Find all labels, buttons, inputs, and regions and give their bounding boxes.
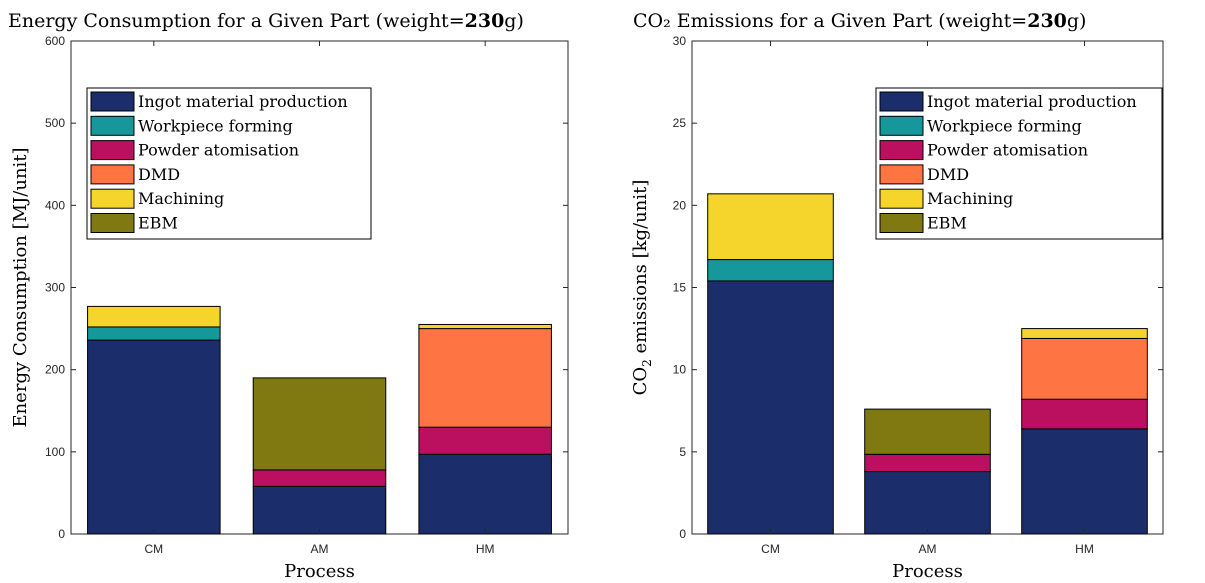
x-tick-label: HM <box>1075 542 1094 556</box>
legend-swatch <box>90 164 135 185</box>
legend-label: Machining <box>138 189 224 208</box>
bar-segment <box>252 469 387 487</box>
legend-swatch <box>879 188 924 209</box>
bar-segment <box>252 485 387 535</box>
bar-segment <box>87 326 221 341</box>
legend-label: Ingot material production <box>927 92 1137 111</box>
y-tick-label: 300 <box>45 281 65 295</box>
chart-title-suffix: g) <box>504 10 524 32</box>
legend-label: Powder atomisation <box>138 141 299 160</box>
legend-label: Powder atomisation <box>927 141 1088 160</box>
legend-label: Machining <box>927 189 1013 208</box>
chart-title-weight: 230 <box>465 10 505 32</box>
y-tick-label: 100 <box>45 445 65 459</box>
y-tick-label: 20 <box>673 198 687 212</box>
y-axis-label-subscript: 2 <box>640 359 654 367</box>
legend-swatch <box>879 213 924 233</box>
y-tick-label: 5 <box>679 445 686 459</box>
x-tick-label: CM <box>144 542 163 556</box>
y-axis-label: Energy Consumption [MJ/unit] <box>10 147 31 427</box>
y-axis-label-rest: emissions [kg/unit] <box>630 180 651 360</box>
x-axis-label: Process <box>284 561 355 582</box>
chart-panel-2: CO₂ Emissions for a Given Part (weight=2… <box>630 10 1164 582</box>
legend-swatch <box>879 91 924 112</box>
bar-segment <box>418 453 552 535</box>
y-tick-label: 400 <box>45 198 65 212</box>
legend-label: EBM <box>927 214 967 233</box>
bar-segment <box>1021 328 1148 339</box>
y-tick-label: 0 <box>679 527 686 541</box>
bar-segment <box>87 305 221 328</box>
bar-segment <box>707 259 834 282</box>
legend-swatch <box>90 188 135 209</box>
chart-title-prefix: CO₂ Emissions for a Given Part (weight= <box>633 10 1027 32</box>
bar-segment <box>252 377 387 471</box>
bar-segment <box>418 426 552 455</box>
bar-segment <box>864 408 991 455</box>
y-tick-label: 600 <box>45 34 65 48</box>
legend-label: Workpiece forming <box>138 116 293 135</box>
legend: Ingot material production Workpiece formi… <box>875 87 1163 240</box>
legend-swatch <box>90 213 135 233</box>
y-axis-label-main: CO <box>630 367 651 396</box>
x-tick-label: AM <box>919 542 937 556</box>
bar-segment <box>1021 428 1148 535</box>
x-tick-label: HM <box>476 542 495 556</box>
bar-segment <box>707 193 834 261</box>
bar-segment <box>418 328 552 428</box>
bar-segment <box>1021 398 1148 430</box>
legend-label: Workpiece forming <box>927 116 1082 135</box>
y-tick-label: 0 <box>58 527 65 541</box>
legend-swatch <box>879 140 924 161</box>
chart-title: Energy Consumption for a Given Part (wei… <box>8 10 524 32</box>
y-axis-label: CO2 emissions [kg/unit] <box>630 180 654 396</box>
legend: Ingot material production Workpiece formi… <box>86 87 372 240</box>
x-tick-label: AM <box>311 542 329 556</box>
y-tick-label: 10 <box>673 363 687 377</box>
y-tick-label: 500 <box>45 116 65 130</box>
chart-title: CO₂ Emissions for a Given Part (weight=2… <box>633 10 1086 32</box>
legend-label: DMD <box>927 165 969 184</box>
bar-segment <box>707 280 834 535</box>
bar-segment <box>418 323 552 330</box>
y-tick-label: 15 <box>673 281 687 295</box>
chart-title-suffix: g) <box>1067 10 1087 32</box>
x-axis-label: Process <box>892 561 963 582</box>
x-tick-label: CM <box>761 542 780 556</box>
legend-swatch <box>90 140 135 161</box>
legend-swatch <box>90 115 135 136</box>
legend-label: Ingot material production <box>138 92 348 111</box>
bar-segment <box>864 471 991 535</box>
y-tick-label: 200 <box>45 363 65 377</box>
legend-label: EBM <box>138 214 178 233</box>
legend-swatch <box>879 115 924 136</box>
bar-segment <box>864 453 991 473</box>
bar-segment <box>87 339 221 535</box>
y-tick-label: 30 <box>673 34 687 48</box>
chart-panel-1: Energy Consumption for a Given Part (wei… <box>8 10 569 582</box>
y-axis-label-main: Energy Consumption [MJ/unit] <box>10 147 31 427</box>
legend-label: DMD <box>138 165 180 184</box>
chart-title-weight: 230 <box>1027 10 1067 32</box>
chart-title-prefix: Energy Consumption for a Given Part (wei… <box>8 10 465 32</box>
bar-segment <box>1021 337 1148 400</box>
legend-swatch <box>90 91 135 112</box>
legend-box <box>875 87 1163 240</box>
legend-swatch <box>879 164 924 185</box>
y-tick-label: 25 <box>673 116 687 130</box>
